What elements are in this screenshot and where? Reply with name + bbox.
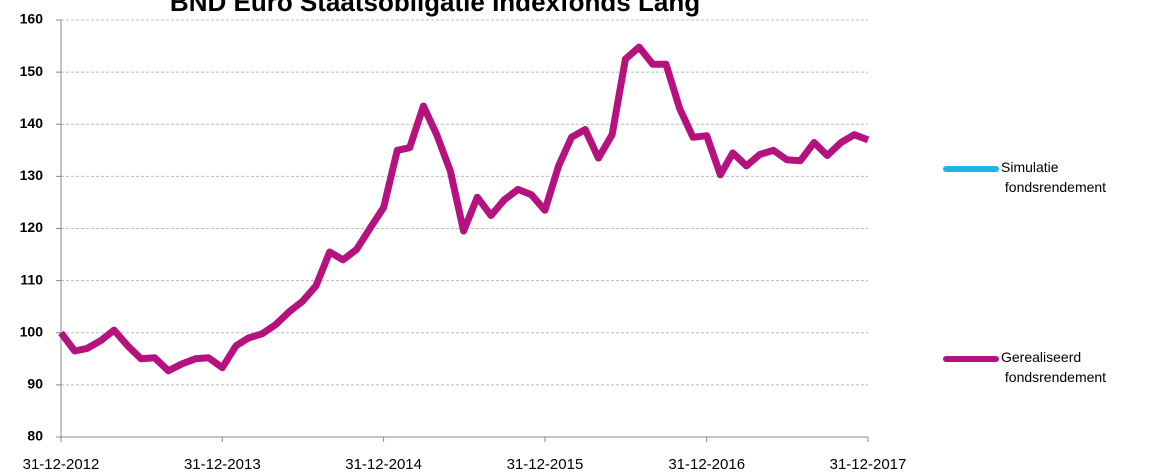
legend-label: Gerealiseerd fondsrendement: [1001, 349, 1106, 385]
y-tick-label: 80: [27, 428, 43, 444]
x-tick-label: 31-12-2017: [830, 456, 907, 473]
x-tick-label: 31-12-2012: [23, 456, 100, 473]
x-tick-label: 31-12-2014: [345, 456, 422, 473]
y-tick-label: 160: [20, 11, 44, 27]
y-tick-label: 120: [20, 219, 44, 235]
y-tick-label: 100: [20, 323, 44, 339]
y-tick-label: 110: [20, 271, 43, 287]
line-series: [58, 43, 870, 375]
x-tick-label: 31-12-2015: [507, 456, 584, 473]
x-tick-label: 31-12-2016: [668, 456, 745, 473]
y-tick-label: 150: [20, 63, 44, 79]
x-tick-label: 31-12-2013: [184, 456, 261, 473]
y-tick-label: 140: [20, 115, 44, 131]
legend-label: Simulatie fondsrendement: [1001, 159, 1106, 195]
y-tick-label: 90: [27, 376, 43, 392]
chart-title: BND Euro Staatsobligatie Indexfonds Lang: [170, 0, 700, 17]
y-tick-label: 130: [20, 167, 44, 183]
